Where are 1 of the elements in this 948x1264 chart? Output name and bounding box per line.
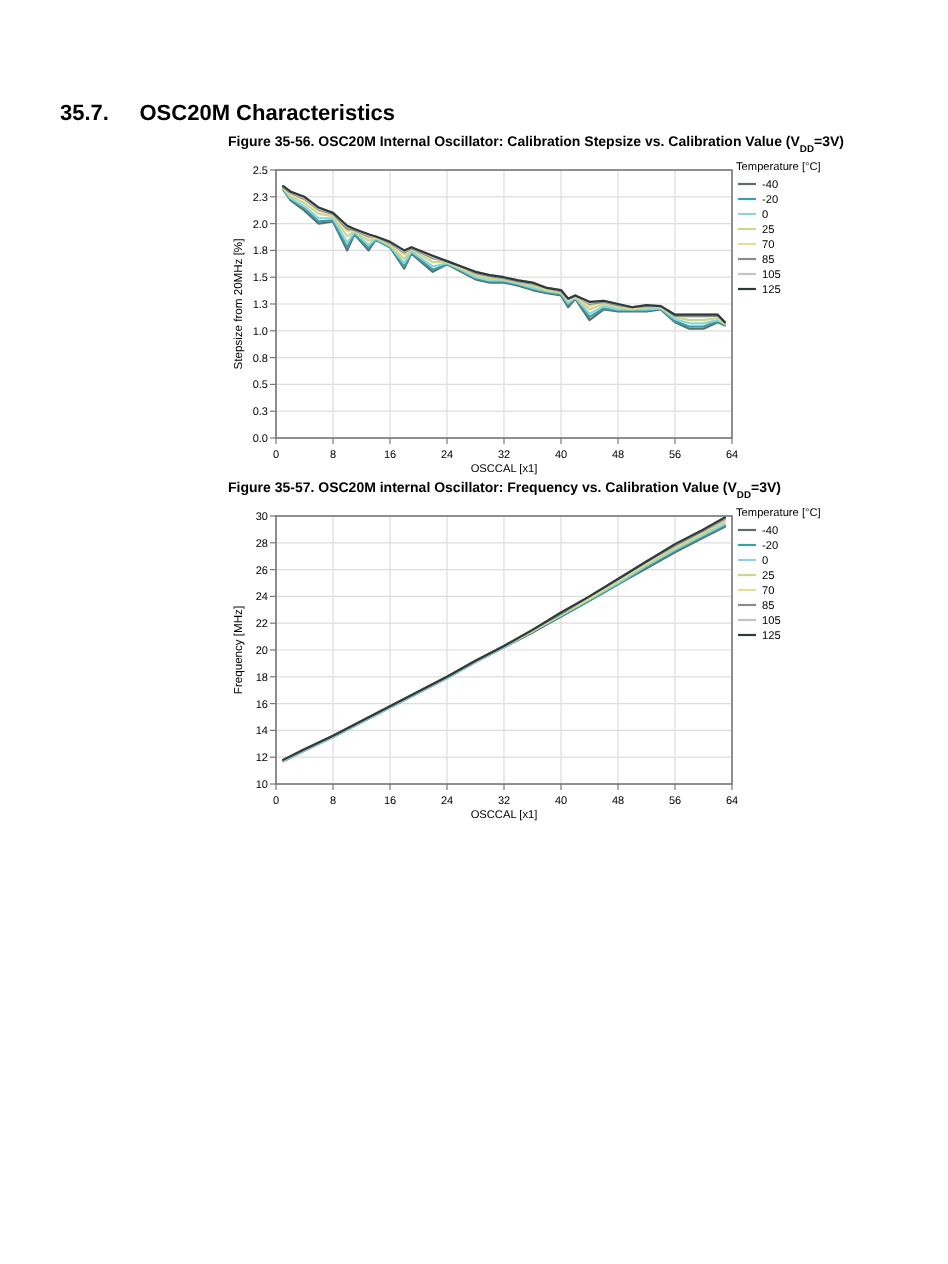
text: 35.7. OSC20M Characteristics [60,102,396,126]
